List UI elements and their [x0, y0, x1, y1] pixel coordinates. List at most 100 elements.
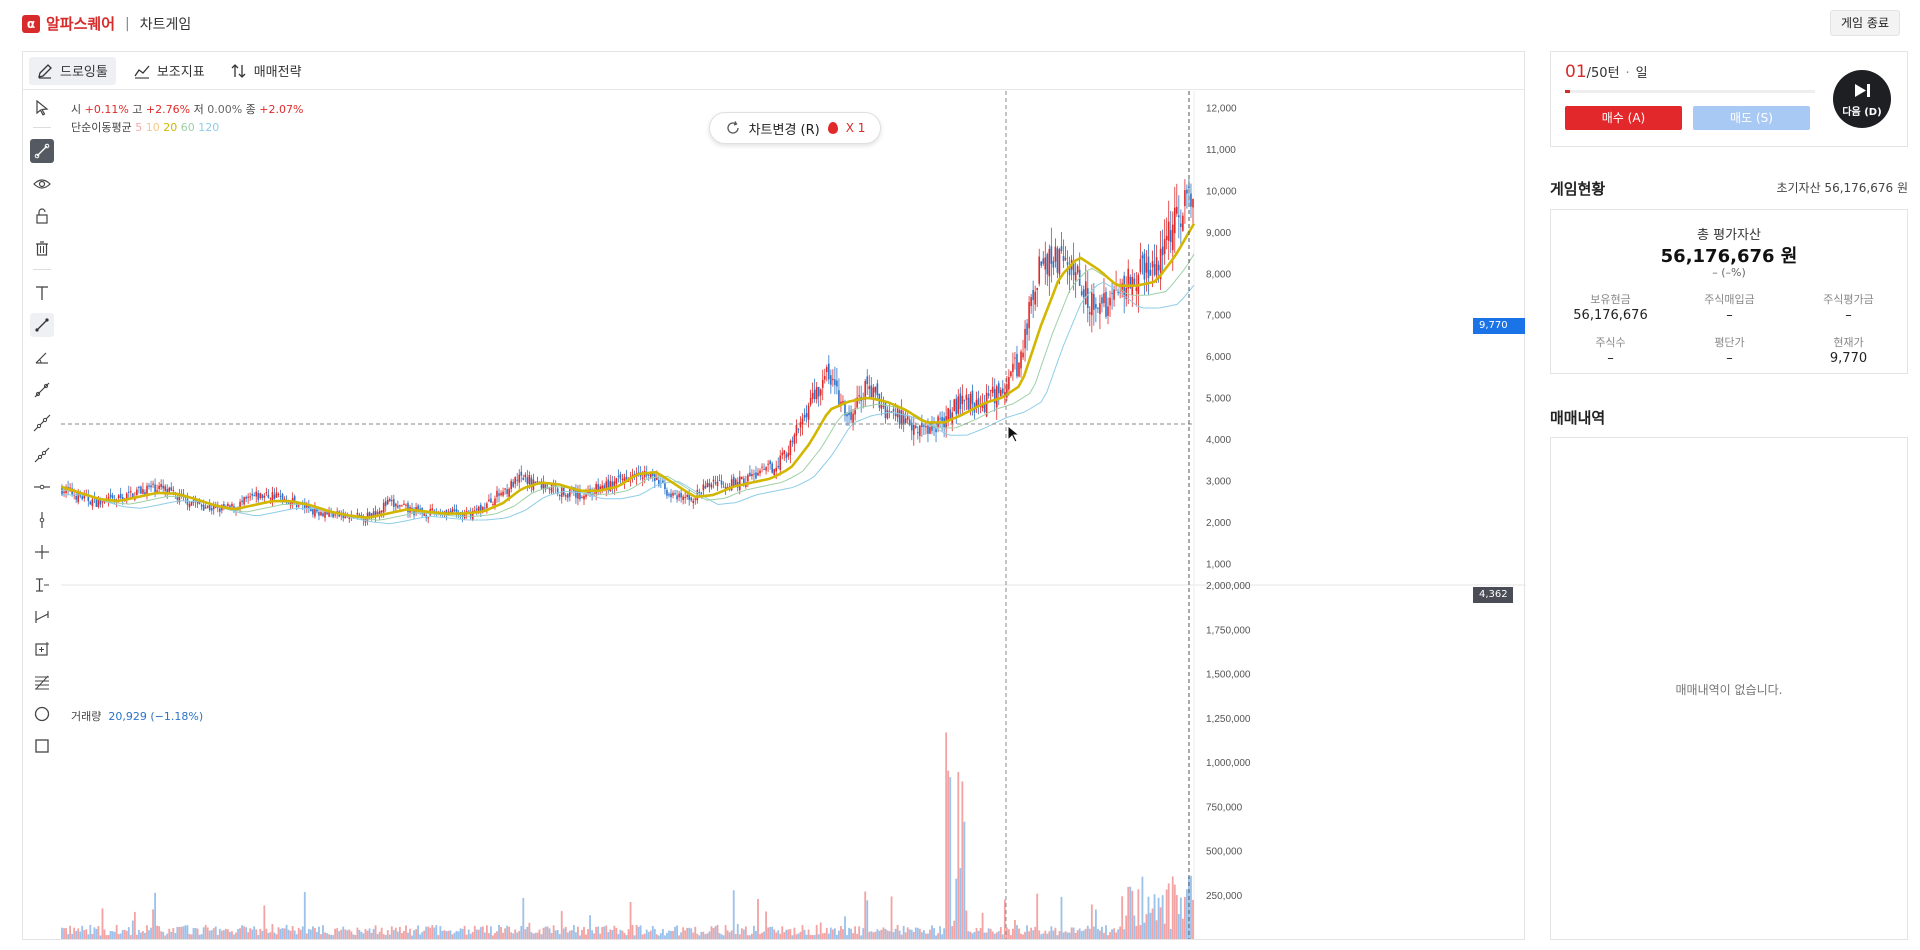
angle-line-tool[interactable] — [30, 346, 54, 370]
volume-bar — [95, 928, 98, 939]
circle-tool[interactable] — [30, 702, 54, 726]
crosshair-price-label: 4,362 — [1473, 587, 1513, 603]
candle-body — [836, 380, 838, 387]
volume-bar — [1072, 927, 1075, 939]
indicator-button[interactable]: 보조지표 — [126, 57, 213, 85]
volume-bar — [411, 935, 413, 939]
price-chart[interactable]: 12,000 11,000 10,000 9,000 8,000 7,000 6,000 5,… — [61, 91, 1526, 939]
volume-bar — [1171, 876, 1174, 939]
lock-tool[interactable] — [30, 204, 54, 228]
volume-bar — [1145, 914, 1148, 939]
candle-body — [1022, 352, 1024, 358]
volume-bar — [668, 930, 670, 939]
horizontal-line-tool[interactable] — [30, 475, 54, 499]
volume-bar — [870, 931, 873, 939]
volume-bar — [1078, 928, 1081, 939]
candle-body — [985, 392, 988, 417]
volume-bar — [439, 926, 442, 939]
rectangle-tool[interactable] — [30, 734, 54, 758]
candle-body — [176, 496, 179, 500]
candle-body — [243, 497, 245, 505]
candle-body — [615, 478, 618, 484]
volume-bar — [621, 930, 624, 939]
vertical-line-tool[interactable] — [30, 508, 54, 532]
price-range-tool[interactable] — [30, 573, 54, 597]
drawing-tool-button[interactable]: 드로잉툴 — [29, 56, 116, 85]
buy-button[interactable]: 매수 (A) — [1565, 106, 1682, 130]
candle-body — [686, 494, 688, 497]
fib-tool[interactable] — [30, 670, 54, 694]
date-range-tool[interactable] — [30, 605, 54, 629]
volume-bar — [311, 926, 314, 939]
volume-bar — [744, 926, 747, 939]
volume-bar — [368, 928, 371, 939]
volume-tick-label: 1,250,000 — [1206, 714, 1251, 725]
candle-body — [811, 392, 814, 399]
candle-body — [293, 496, 296, 501]
trendline-tool[interactable] — [30, 313, 54, 337]
ma-legend[interactable]: 단순이동평균 5 10 20 60 120 — [71, 119, 219, 135]
chart-change-button[interactable]: 차트변경 (R) X 1 — [709, 112, 881, 144]
chart-area[interactable]: 12,000 11,000 10,000 9,000 8,000 7,000 6,000 5,… — [61, 91, 1526, 939]
volume-bar — [657, 935, 660, 939]
candle-body — [1147, 256, 1150, 279]
cursor-tool[interactable] — [30, 96, 54, 120]
ma-label: 단순이동평균 — [71, 121, 132, 134]
ray-tool[interactable] — [30, 378, 54, 402]
candle-body — [393, 499, 395, 507]
candle-body — [603, 485, 606, 491]
volume-bar — [504, 928, 507, 939]
volume-bar — [765, 911, 768, 939]
strategy-button[interactable]: 매매전략 — [223, 57, 310, 85]
volume-bar — [390, 926, 393, 939]
candle-body — [1052, 261, 1055, 268]
end-game-button[interactable]: 게임 종료 — [1830, 10, 1900, 36]
crosshair-tool[interactable] — [30, 540, 54, 564]
volume-bar — [216, 935, 219, 939]
volume-bar — [933, 928, 935, 939]
continuous-draw-tool[interactable] — [30, 139, 54, 163]
volume-bar — [653, 928, 656, 939]
candle-body — [965, 394, 968, 400]
candle-body — [1058, 249, 1061, 275]
sell-button[interactable]: 매도 (S) — [1693, 106, 1810, 130]
candle-body — [1044, 257, 1047, 270]
volume-bar — [712, 927, 715, 939]
candle-body — [1133, 278, 1136, 285]
candle-body — [69, 487, 71, 489]
delete-tool[interactable] — [30, 236, 54, 260]
text-tool[interactable] — [30, 281, 54, 305]
candle-body — [316, 508, 318, 512]
candle-body — [866, 376, 869, 384]
volume-bar — [267, 932, 270, 939]
visibility-tool[interactable] — [30, 172, 54, 196]
candle-body — [208, 503, 211, 511]
candle-body — [743, 478, 745, 485]
volume-bar — [1003, 899, 1006, 939]
volume-bar — [771, 926, 774, 939]
volume-bar — [674, 926, 676, 939]
candle-body — [959, 393, 962, 409]
volume-bar — [645, 929, 648, 939]
volume-bar — [419, 934, 422, 939]
extended-line-tool[interactable] — [30, 411, 54, 435]
zoom-box-tool[interactable] — [30, 637, 54, 661]
volume-bar — [872, 932, 875, 939]
logo[interactable]: α 알파스퀘어 | 차트게임 — [22, 13, 191, 34]
shares-value: – — [1607, 351, 1614, 366]
volume-bar — [751, 933, 753, 939]
volume-bar — [447, 930, 450, 939]
candle-body — [492, 504, 494, 506]
next-turn-button[interactable]: 다음 (D) — [1833, 70, 1891, 128]
volume-bar — [850, 928, 852, 939]
volume-bar — [200, 934, 203, 939]
volume-bar — [471, 932, 474, 939]
volume-bar — [838, 930, 840, 939]
candle-body — [360, 514, 363, 516]
info-line-tool[interactable] — [30, 443, 54, 467]
candle-body — [830, 375, 832, 385]
candle-body — [540, 481, 543, 489]
candle-body — [1020, 351, 1022, 369]
volume-bar — [991, 931, 994, 939]
volume-bar — [492, 935, 494, 939]
